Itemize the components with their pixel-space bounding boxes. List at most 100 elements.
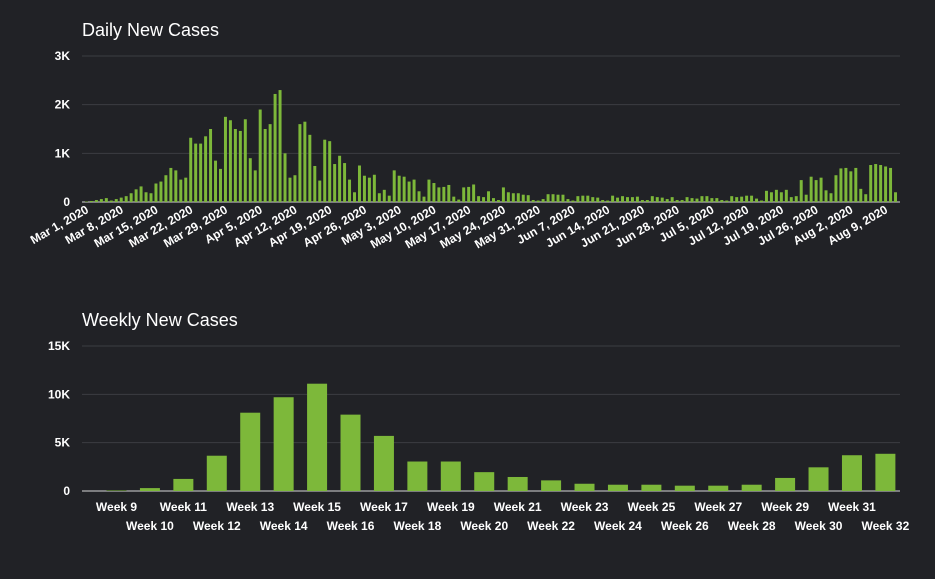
daily-bar [353,192,356,202]
daily-bar [140,186,143,202]
weekly-x-tick-label: Week 24 [594,519,642,533]
daily-bar [586,196,589,202]
weekly-bar [374,436,394,491]
daily-bar [95,200,98,202]
daily-bar [328,141,331,202]
daily-bar [159,182,162,202]
daily-bar [879,165,882,202]
weekly-x-tick-label: Week 12 [193,519,241,533]
daily-bar [135,189,138,202]
daily-bar [254,170,257,202]
daily-bar [606,201,609,202]
daily-bar [636,197,639,202]
weekly-x-tick-label: Week 18 [393,519,441,533]
weekly-bar [875,454,895,491]
daily-bar [259,110,262,202]
daily-bar [616,198,619,202]
daily-bar [869,165,872,202]
daily-bar [790,197,793,202]
weekly-bar [708,486,728,491]
daily-bar [373,175,376,202]
weekly-x-tick-label: Week 26 [661,519,709,533]
daily-bar [591,197,594,202]
daily-bar [115,199,118,202]
weekly-chart-title: Weekly New Cases [82,310,238,330]
weekly-x-tick-label: Week 14 [260,519,308,533]
daily-bar [288,178,291,202]
daily-bar [527,195,530,202]
weekly-bar [240,413,260,491]
daily-bar [834,175,837,202]
weekly-x-tick-label: Week 10 [126,519,174,533]
daily-bar [795,196,798,202]
daily-bar [348,180,351,202]
weekly-x-tick-label: Week 13 [226,500,274,514]
daily-bar [830,193,833,202]
weekly-x-tick-label: Week 17 [360,500,408,514]
daily-bar [279,90,282,202]
daily-bar [775,190,778,202]
weekly-y-tick-label: 0 [63,484,70,498]
weekly-x-tick-label: Week 28 [728,519,776,533]
weekly-x-tick-label: Week 19 [427,500,475,514]
daily-bar [378,193,381,202]
daily-bar [408,182,411,202]
daily-bar [423,197,426,202]
daily-bar [864,194,867,202]
daily-bar [715,198,718,202]
daily-bar [383,190,386,202]
daily-bar [100,199,103,202]
daily-bar [730,196,733,202]
weekly-x-tick-label: Week 16 [327,519,375,533]
daily-bar [854,168,857,202]
daily-bar [552,194,555,202]
weekly-x-tick-label: Week 25 [627,500,675,514]
daily-bar [219,169,222,202]
weekly-bar [675,486,695,491]
daily-bar [313,166,316,202]
daily-bar [651,196,654,202]
daily-bar [398,176,401,202]
weekly-x-tick-label: Week 32 [861,519,909,533]
daily-bar [517,193,520,202]
weekly-y-tick-label: 15K [48,339,70,353]
daily-bar [388,196,391,202]
daily-bar [671,197,674,202]
daily-bar [189,138,192,202]
daily-bar [110,201,113,202]
weekly-bar [809,467,829,491]
daily-bar [566,199,569,202]
daily-bar [641,200,644,202]
daily-bar [537,201,540,202]
daily-bar [785,190,788,202]
weekly-bar [575,484,595,491]
weekly-x-tick-label: Week 23 [561,500,609,514]
daily-bar [472,184,475,202]
daily-bar [889,168,892,202]
weekly-y-tick-label: 5K [55,436,71,450]
daily-bar [333,164,336,202]
daily-bar [805,195,808,202]
daily-bar [125,196,128,202]
weekly-bar [608,485,628,491]
daily-bar [234,129,237,202]
daily-bar [755,199,758,202]
daily-bar [596,198,599,202]
daily-bar [462,187,465,202]
daily-y-tick-label: 2K [55,98,71,112]
daily-bar [427,180,430,202]
daily-bar [839,168,842,202]
daily-bar [209,129,212,202]
daily-bar [179,180,182,202]
daily-bar [745,196,748,202]
weekly-bar [341,415,361,491]
daily-bar [338,156,341,202]
daily-bar [343,163,346,202]
daily-bar [815,180,818,202]
daily-bar [666,199,669,202]
daily-chart-title: Daily New Cases [82,20,219,40]
daily-bar [705,196,708,202]
